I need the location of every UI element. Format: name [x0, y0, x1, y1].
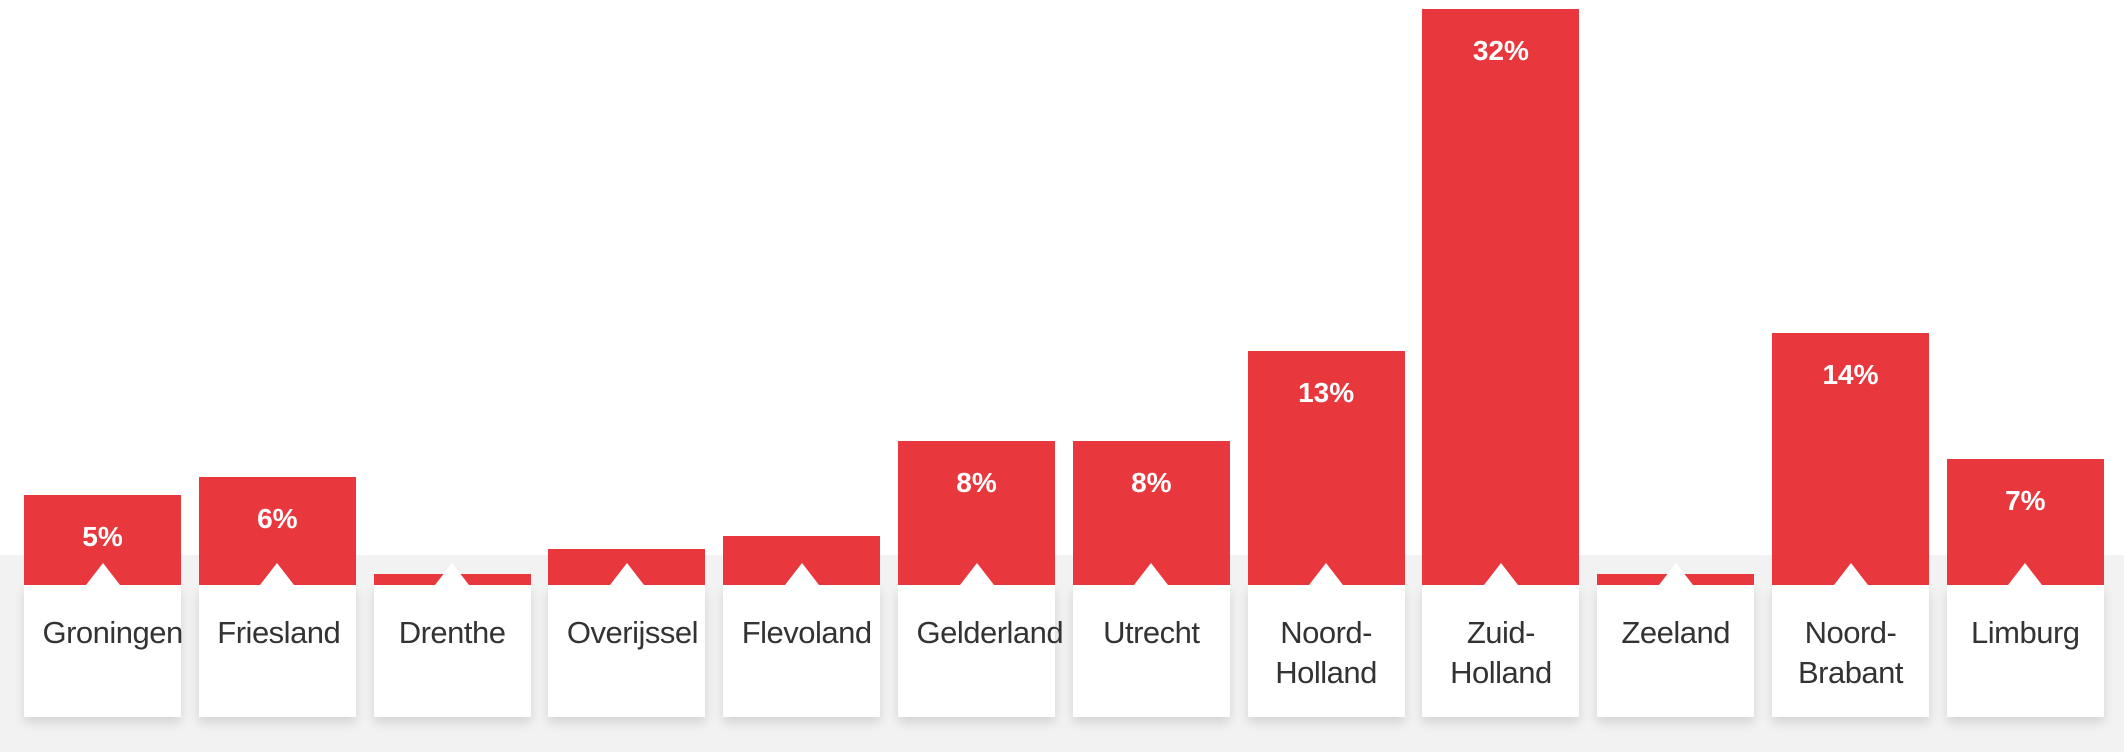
category-card: Zuid-Holland: [1422, 585, 1580, 717]
value-label: 5%: [82, 521, 123, 552]
x-tick-label: Zuid-Holland: [1450, 615, 1552, 690]
category-card: Overijssel: [548, 585, 706, 717]
x-tick-label: Overijssel: [566, 615, 699, 650]
notch: [2008, 563, 2043, 585]
x-tick-label: Friesland: [217, 615, 341, 650]
notch: [1833, 563, 1868, 585]
category-card: Groningen: [24, 585, 184, 717]
value-label: 13%: [1298, 377, 1355, 408]
category-card: Gelderland: [898, 585, 1064, 717]
bar: [1247, 351, 1405, 585]
notch: [1658, 563, 1693, 585]
notch: [609, 563, 644, 585]
notch: [1134, 563, 1169, 585]
x-tick-label: Utrecht: [1103, 615, 1200, 650]
value-label: 32%: [1472, 35, 1529, 66]
notch: [784, 563, 819, 585]
x-tick-label: Drenthe: [398, 615, 506, 650]
value-label: 8%: [1131, 467, 1172, 498]
category-card: Friesland: [198, 585, 356, 717]
category-card: Drenthe: [373, 585, 531, 717]
notch: [1483, 563, 1518, 585]
x-tick-label: Zeeland: [1621, 615, 1730, 650]
x-tick-label: Noord-Holland: [1275, 615, 1377, 690]
notch: [85, 563, 120, 585]
category-card: Flevoland: [723, 585, 881, 717]
notch: [435, 563, 470, 585]
category-card: Zeeland: [1597, 585, 1755, 717]
notch: [959, 563, 994, 585]
category-card: Utrecht: [1072, 585, 1230, 717]
bar: [898, 441, 1055, 585]
x-tick-label: Flevoland: [741, 615, 872, 650]
value-label: 14%: [1822, 359, 1879, 390]
bar: [1072, 441, 1230, 585]
notch: [260, 563, 295, 585]
x-tick-label: Limburg: [1971, 615, 2080, 650]
category-card: Noord-Brabant: [1772, 585, 1929, 717]
x-tick-label: Gelderland: [916, 615, 1064, 650]
value-label: 6%: [257, 503, 298, 534]
value-label: 7%: [2005, 485, 2046, 516]
bar: [1772, 333, 1929, 585]
notch: [1309, 563, 1344, 585]
x-tick-label: Groningen: [42, 615, 184, 650]
bar: [1422, 9, 1580, 585]
value-label: 8%: [956, 467, 997, 498]
category-card: Limburg: [1946, 585, 2104, 717]
x-tick-label: Noord-Brabant: [1797, 615, 1904, 690]
category-card: Noord-Holland: [1247, 585, 1405, 717]
